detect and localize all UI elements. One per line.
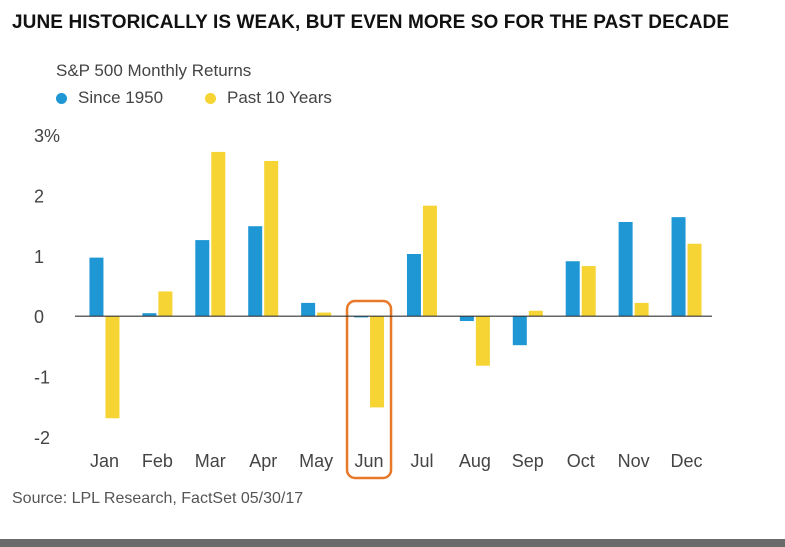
bar-since-1950-jun: [354, 316, 369, 318]
bar-since-1950-jul: [406, 253, 421, 317]
bar-since-1950-oct: [565, 261, 580, 317]
bar-since-1950-feb: [142, 313, 157, 317]
legend-since-1950: Since 1950: [56, 88, 163, 108]
bar-since-1950-jan: [89, 257, 104, 317]
bar-since-1950-may: [301, 302, 316, 317]
legend-dot-since-1950: [56, 92, 67, 104]
y-tick-label: -2: [34, 428, 50, 448]
bar-past-10-years-jun: [370, 316, 385, 408]
bottom-rule: [0, 539, 785, 547]
bar-past-10-years-oct: [581, 266, 596, 317]
x-tick-label-dec: Dec: [671, 451, 703, 471]
x-tick-label-nov: Nov: [618, 451, 650, 471]
x-tick-label-apr: Apr: [249, 451, 277, 471]
bar-past-10-years-apr: [264, 160, 279, 317]
chart-title: JUNE HISTORICALLY IS WEAK, BUT EVEN MORE…: [12, 12, 730, 33]
bar-since-1950-dec: [671, 217, 686, 317]
bar-since-1950-mar: [195, 240, 210, 317]
bar-since-1950-sep: [512, 316, 527, 346]
bar-past-10-years-mar: [211, 151, 226, 317]
y-tick-label: 3%: [34, 126, 60, 146]
y-tick-label: 2: [34, 186, 44, 206]
bar-past-10-years-jan: [105, 316, 120, 419]
x-tick-label-aug: Aug: [459, 451, 491, 471]
chart-subtitle: S&P 500 Monthly Returns: [56, 61, 252, 80]
bar-past-10-years-sep: [528, 310, 543, 317]
legend-label-since-1950: Since 1950: [78, 88, 164, 107]
legend-dot-past-10-years: [205, 92, 216, 104]
legend-past-10-years: Past 10 Years: [205, 88, 332, 108]
x-tick-label-may: May: [299, 451, 333, 471]
x-tick-label-jan: Jan: [90, 451, 119, 471]
bar-past-10-years-nov: [634, 302, 649, 317]
x-tick-label-oct: Oct: [567, 451, 595, 471]
y-tick-label: 1: [34, 247, 44, 267]
bar-since-1950-nov: [618, 221, 633, 317]
source-note: Source: LPL Research, FactSet 05/30/17: [12, 490, 304, 507]
x-tick-label-jun: Jun: [355, 451, 384, 471]
bar-past-10-years-dec: [687, 243, 702, 317]
bar-past-10-years-jul: [422, 205, 437, 317]
bar-past-10-years-may: [317, 312, 332, 317]
x-tick-label-jul: Jul: [410, 451, 433, 471]
bar-past-10-years-aug: [475, 316, 490, 366]
legend-label-past-10-years: Past 10 Years: [227, 88, 332, 107]
x-tick-label-mar: Mar: [195, 451, 226, 471]
bar-past-10-years-feb: [158, 291, 173, 317]
y-tick-label: 0: [34, 307, 44, 327]
y-tick-label: -1: [34, 368, 50, 388]
bar-since-1950-apr: [248, 226, 263, 317]
x-tick-label-sep: Sep: [512, 451, 544, 471]
x-tick-label-feb: Feb: [142, 451, 173, 471]
bar-since-1950-aug: [459, 316, 474, 322]
june-highlight-box: [345, 299, 393, 480]
